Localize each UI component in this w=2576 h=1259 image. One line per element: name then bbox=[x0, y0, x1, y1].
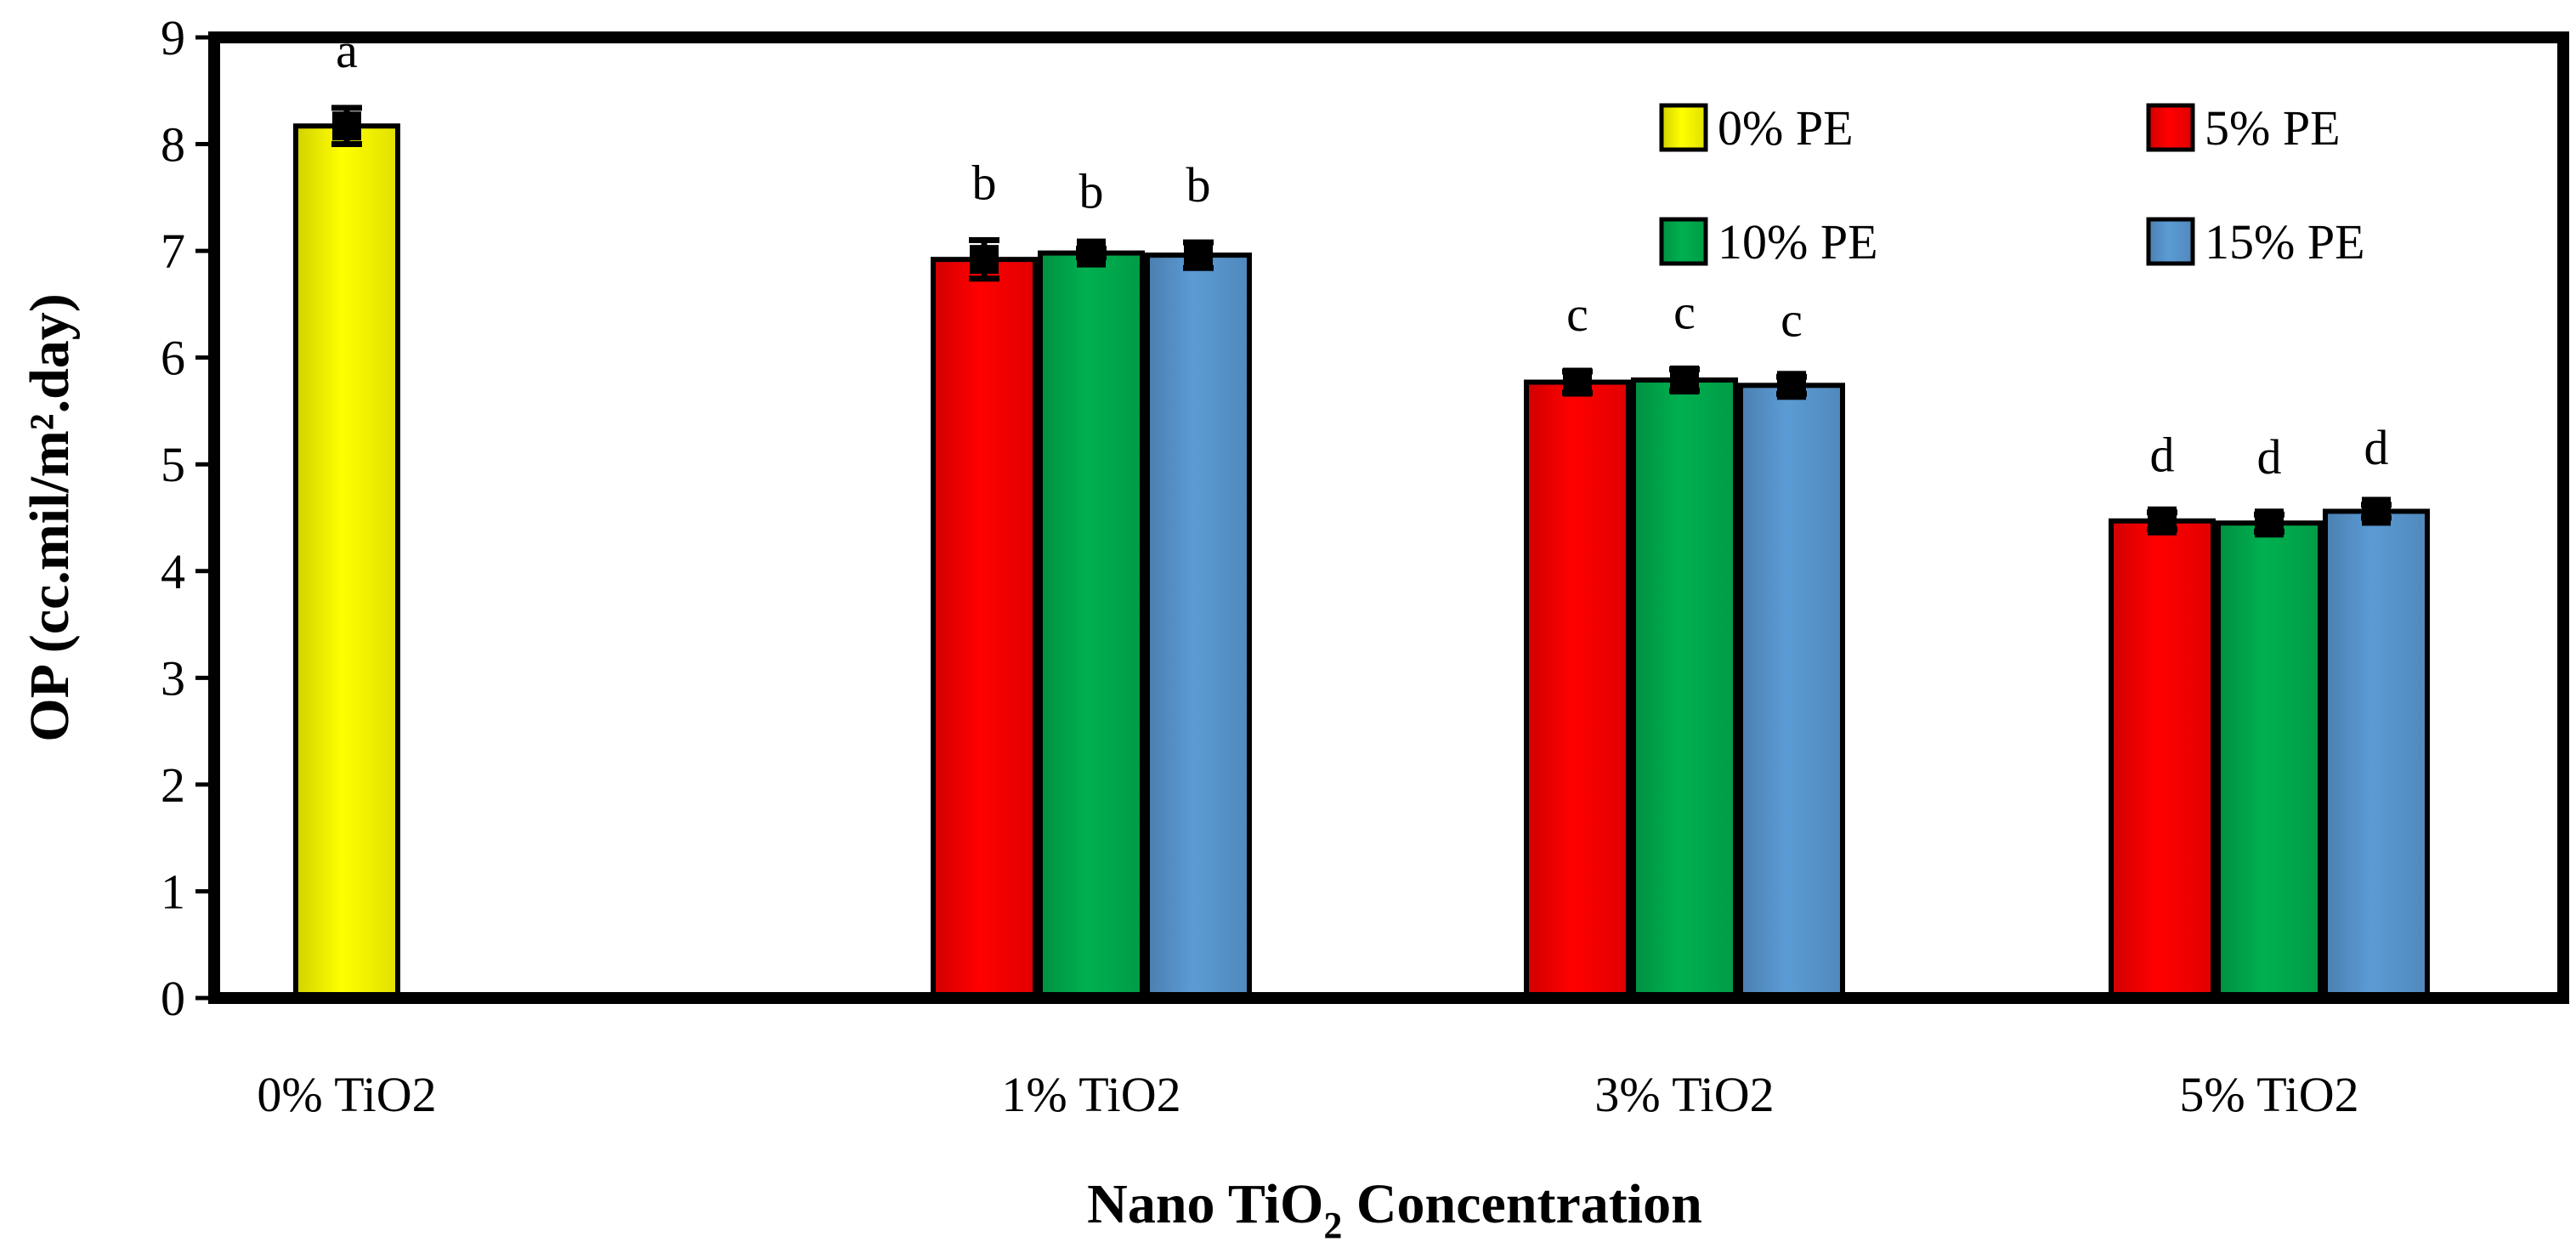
bar bbox=[1038, 250, 1145, 1001]
mean-marker bbox=[2255, 508, 2284, 538]
y-axis: 0 1 2 3 4 5 6 7 8 9 bbox=[161, 10, 214, 1026]
bar bbox=[1145, 252, 1252, 1001]
y-tick-label: 3 bbox=[161, 650, 185, 706]
bar bbox=[2323, 508, 2430, 1001]
y-tick-label: 8 bbox=[161, 117, 185, 173]
y-tick-label: 0 bbox=[161, 971, 185, 1026]
x-axis-title: Nano TiO2 Concentration bbox=[1087, 1173, 1702, 1246]
significance-letter: b bbox=[972, 156, 997, 211]
mean-marker bbox=[1077, 238, 1106, 268]
significance-letter: b bbox=[1079, 164, 1104, 219]
x-axis: 0% TiO2 1% TiO2 3% TiO2 5% TiO2 bbox=[257, 1067, 2358, 1122]
mean-marker bbox=[1670, 366, 1699, 395]
significance-letter: c bbox=[1566, 286, 1588, 342]
mean-marker bbox=[2148, 506, 2177, 536]
y-tick-label: 1 bbox=[161, 864, 185, 919]
y-tick-label: 5 bbox=[161, 437, 185, 492]
y-tick-label: 9 bbox=[161, 10, 185, 65]
y-tick-label: 7 bbox=[161, 224, 185, 279]
x-axis-title-main: Nano TiO bbox=[1087, 1173, 1323, 1235]
significance-letters-layer: a b b b c c c d d d bbox=[336, 23, 2388, 485]
mean-marker bbox=[332, 111, 361, 141]
mean-marker bbox=[1777, 371, 1806, 400]
mean-marker bbox=[1563, 367, 1592, 397]
bar bbox=[1631, 377, 1738, 1001]
y-axis-title: OP (cc.mil/m².day) bbox=[19, 293, 81, 742]
x-axis-title-tail: Concentration bbox=[1342, 1173, 1701, 1235]
significance-letter: d bbox=[2257, 429, 2282, 485]
y-tick-label: 4 bbox=[161, 544, 185, 599]
bar bbox=[931, 257, 1038, 1001]
bar bbox=[2109, 518, 2216, 1001]
x-tick-label: 5% TiO2 bbox=[2179, 1067, 2358, 1122]
mean-marker bbox=[970, 245, 999, 275]
x-tick-label: 1% TiO2 bbox=[1001, 1067, 1180, 1122]
significance-letter: d bbox=[2150, 428, 2175, 483]
bars-layer bbox=[293, 123, 2430, 1001]
bar bbox=[293, 123, 400, 1001]
legend-swatch bbox=[1659, 103, 1708, 152]
legend-label: 15% PE bbox=[2205, 214, 2365, 269]
plot-frame bbox=[208, 31, 2569, 1004]
significance-letter: c bbox=[1673, 284, 1696, 339]
x-tick-label: 0% TiO2 bbox=[257, 1067, 436, 1122]
y-tick-label: 6 bbox=[161, 331, 185, 386]
y-tick-label: 2 bbox=[161, 757, 185, 813]
mean-marker bbox=[1184, 241, 1213, 270]
legend: 0% PE 5% PE 10% PE 15% PE bbox=[1659, 100, 2365, 269]
significance-letter: d bbox=[2364, 420, 2389, 475]
legend-label: 5% PE bbox=[2205, 100, 2341, 156]
significance-letter: a bbox=[336, 23, 358, 78]
legend-label: 0% PE bbox=[1718, 100, 1854, 156]
significance-letter: b bbox=[1186, 157, 1211, 213]
legend-swatch bbox=[1659, 217, 1708, 266]
legend-swatch bbox=[2146, 103, 2195, 152]
error-bars-layer bbox=[331, 105, 2392, 538]
legend-label: 10% PE bbox=[1718, 214, 1878, 269]
bar bbox=[1524, 379, 1631, 1001]
significance-letter: c bbox=[1781, 292, 1803, 347]
bar bbox=[1738, 383, 1845, 1001]
legend-swatch bbox=[2146, 217, 2195, 266]
mean-marker bbox=[2362, 496, 2391, 526]
x-axis-title-subscript: 2 bbox=[1323, 1205, 1342, 1246]
bar bbox=[2216, 520, 2323, 1001]
x-tick-label: 3% TiO2 bbox=[1594, 1067, 1774, 1122]
